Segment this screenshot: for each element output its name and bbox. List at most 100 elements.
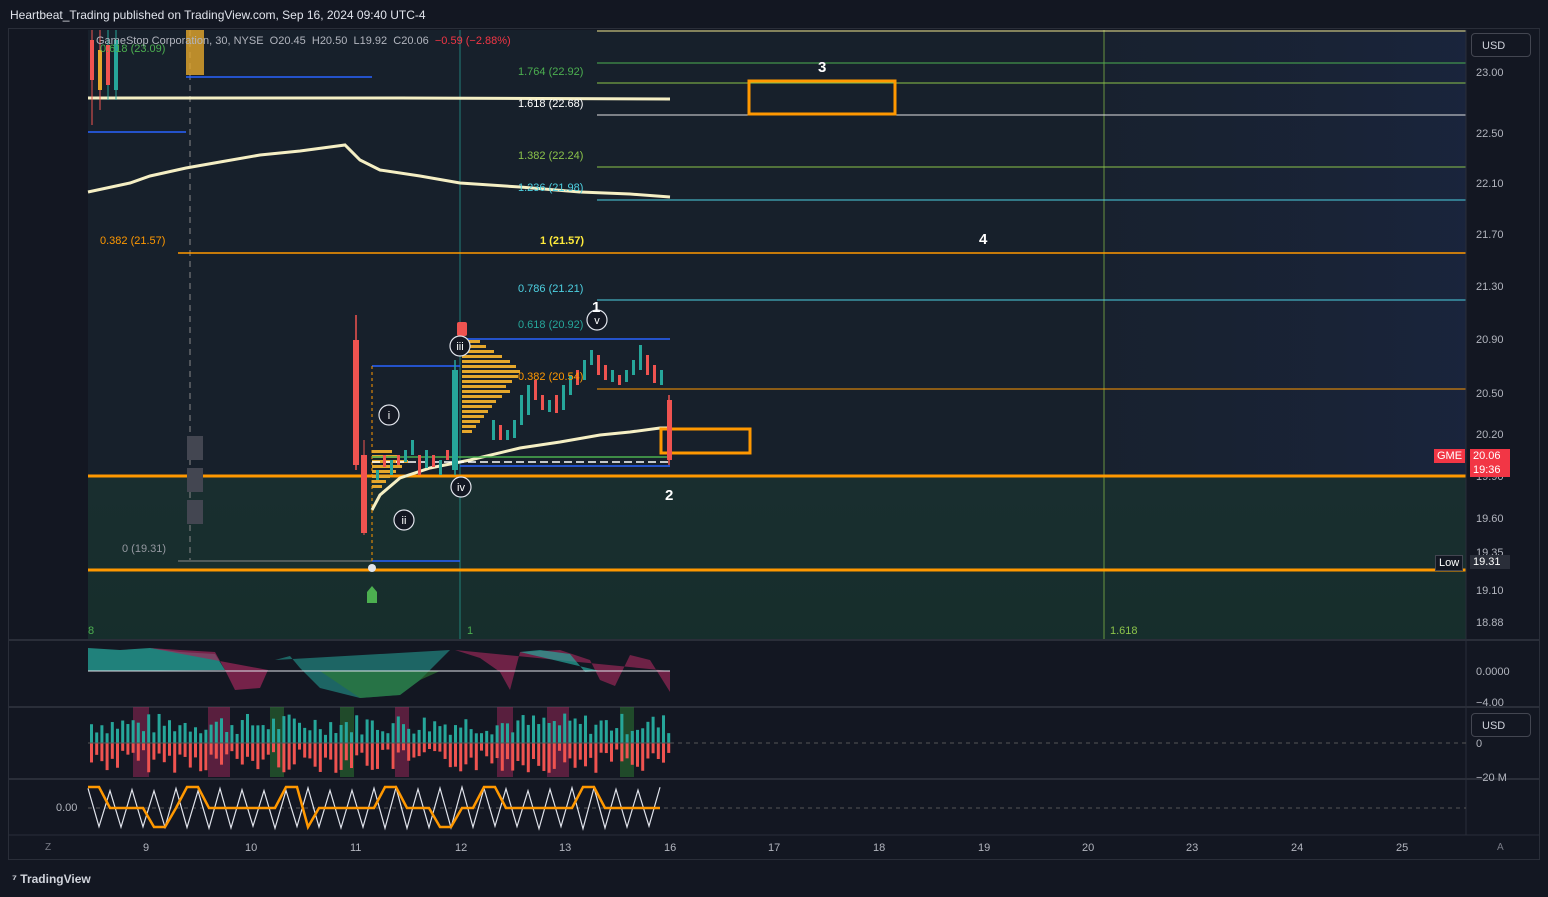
volume-down-bar [381,743,385,750]
chart-legend[interactable]: GameStop Corporation, 30, NYSE O20.45 H2… [96,35,511,47]
volume-down-bar [594,743,598,773]
time-axis-label: 9 [143,842,150,854]
volume-up-bar [173,731,177,743]
tradingview-icon: ⁷ [12,872,17,886]
volume-down-bar [131,743,135,753]
oscillator-pane[interactable] [88,648,670,698]
legend-low: L19.92 [353,35,388,47]
target-box-wave2[interactable] [659,427,752,455]
volume-up-bar [251,725,255,743]
volume-down-bar [178,743,182,755]
auto-scale-button[interactable]: A [1497,842,1504,853]
volume-down-bar [147,743,151,773]
volume-up-bar [506,723,509,743]
volume-up-bar [417,729,421,743]
volume-up-bar [490,734,494,743]
fib-label-1382: 1.382 (22.24) [518,150,583,162]
volume-down-bar [240,743,244,765]
volume-down-bar [287,743,291,770]
volume-up-bar [313,719,317,743]
fib-label-1: 1 (21.57) [540,235,584,247]
volume-up-bar [116,728,119,743]
volume-up-bar [277,729,281,743]
price-axis-label: 20.50 [1476,388,1504,400]
volume-down-bar [480,743,483,751]
volume-up-bar [225,732,229,743]
volume-up-bar [469,729,473,743]
currency-button[interactable]: USD [1471,33,1531,57]
volume-up-bar [157,713,161,743]
tradingview-logo[interactable]: ⁷ TradingView [12,872,91,886]
volume-up-bar [105,733,109,743]
legend-symbol[interactable]: GameStop Corporation, 30, NYSE [96,35,264,47]
volume-up-bar [428,731,431,743]
volume-down-bar [246,743,249,757]
volume-delta-pane[interactable] [88,707,1466,777]
volume-down-bar [402,743,405,751]
volume-up-bar [178,725,182,743]
volume-up-bar [662,715,665,743]
current-price-tag: 20.06 [1470,449,1510,463]
price-axis-label: 22.10 [1476,178,1504,190]
volume-down-bar [277,743,281,768]
volume-down-bar [350,743,353,769]
volume-up-bar [386,733,390,743]
volume-up-bar [365,719,369,743]
volume-up-bar [370,720,374,743]
volume-down-bar [584,743,587,767]
volume-up-bar [334,733,338,743]
volume-down-bar [636,743,639,767]
volume-down-bar [136,743,140,761]
volume-down-bar [620,743,624,762]
volume-down-bar [578,743,582,760]
volume-down-bar [412,743,416,758]
volume-up-bar [126,724,130,743]
volume-up-bar [464,719,468,743]
volume-up-bar [610,730,613,743]
time-axis-label: 16 [664,842,677,854]
target-box-wave3[interactable] [747,79,897,116]
volume-down-bar [526,743,530,773]
vol-axis-bottom: −20 M [1476,772,1507,784]
volume-down-bar [417,743,421,757]
time-marker-1: 1 [467,625,473,637]
time-zone-button[interactable]: Z [45,842,52,853]
volume-up-bar [443,724,447,743]
volume-up-bar [480,733,483,743]
rsi-pane[interactable] [87,784,1466,831]
volume-down-bar [292,743,296,765]
volume-down-bar [95,743,99,755]
volume-up-bar [240,720,244,743]
volume-down-bar [662,743,665,763]
volume-up-bar [220,718,223,743]
low-marker-dot [368,564,376,572]
volume-down-bar [168,743,171,756]
volume-up-bar [261,725,265,743]
time-axis-label: 13 [559,842,572,854]
volume-up-bar [433,721,437,743]
volume-down-bar [230,743,234,752]
volume-down-bar [157,743,161,754]
fib-label-1618: 1.618 (22.68) [518,98,583,110]
volume-up-bar [292,718,296,743]
support-zone [88,476,1466,640]
volume-down-bar [266,743,270,755]
fib-label-0618: 0.618 (20.92) [518,319,583,331]
volume-down-bar [542,743,546,771]
volume-up-bar [266,729,270,743]
volume-up-bar [495,725,499,743]
volume-up-bar [636,729,639,743]
volume-up-bar [641,728,645,743]
volume-up-bar [474,733,478,743]
volume-down-bar [116,743,119,768]
volume-down-bar [370,743,374,770]
volume-up-bar [396,716,400,743]
volume-down-bar [173,743,177,773]
volume-up-bar [594,724,598,743]
time-axis-label: 18 [873,842,886,854]
brand-name: TradingView [20,872,91,886]
volume-currency-button[interactable]: USD [1471,713,1531,737]
volume-up-bar [298,722,301,743]
volume-down-bar [506,743,509,760]
